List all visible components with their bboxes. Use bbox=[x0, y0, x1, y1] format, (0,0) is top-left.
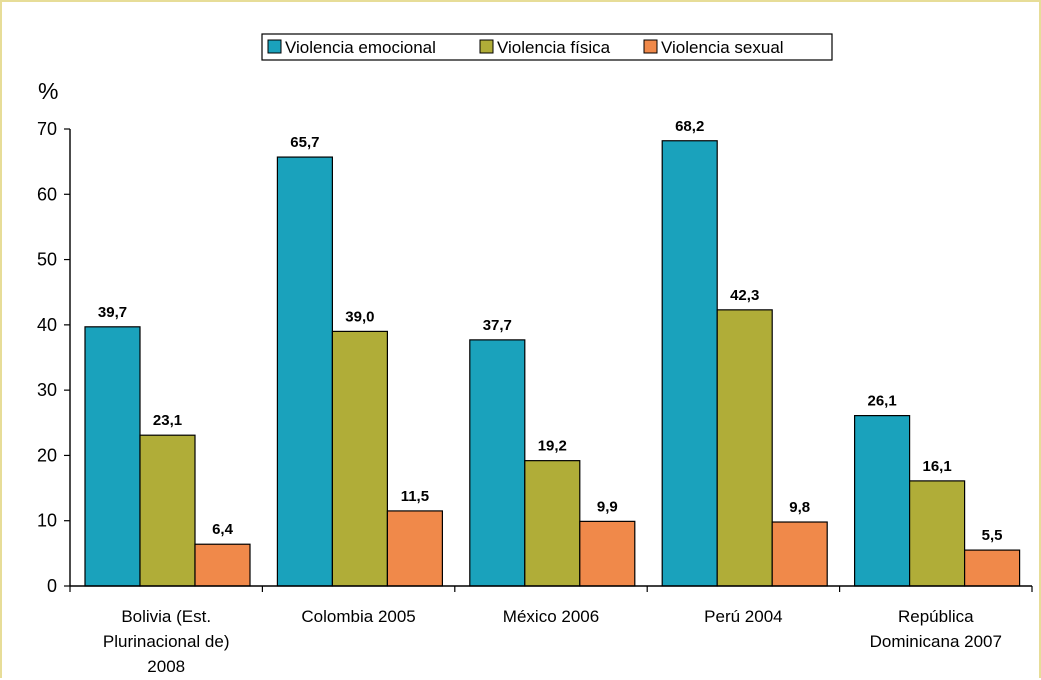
x-category-label: México 2006 bbox=[503, 607, 599, 626]
bar-violencia-sexual bbox=[963, 549, 1021, 587]
bar-violencia-fisica bbox=[331, 330, 388, 587]
legend-item-violencia-sexual: Violencia sexual bbox=[643, 38, 784, 57]
y-tick-label: 20 bbox=[37, 445, 57, 465]
y-axis-unit-label: % bbox=[38, 78, 58, 104]
bars bbox=[84, 140, 1021, 587]
legend-item-violencia-fisica: Violencia física bbox=[479, 38, 611, 57]
x-axis: Bolivia (Est. Plurinacional de) 2008 Colomb… bbox=[69, 585, 1033, 676]
data-label: 9,9 bbox=[597, 498, 618, 515]
legend-box bbox=[261, 33, 833, 61]
bar-violencia-fisica bbox=[908, 480, 966, 587]
data-label: 6,4 bbox=[212, 521, 234, 538]
data-label: 26,1 bbox=[867, 393, 896, 410]
data-label: 5,5 bbox=[982, 527, 1003, 544]
y-tick-label: 40 bbox=[37, 315, 57, 335]
bar-violencia-emocional bbox=[84, 326, 141, 587]
data-labels: 39,7 65,7 37,7 68,2 26,1 23,1 39,0 19,2 42,3 16,1… bbox=[98, 118, 1003, 544]
legend-swatch bbox=[267, 39, 282, 54]
y-tick-label: 70 bbox=[37, 119, 57, 139]
data-label: 39,0 bbox=[345, 308, 374, 325]
y-axis: 0 10 20 30 40 50 60 70 bbox=[37, 119, 71, 596]
legend-swatch bbox=[643, 39, 658, 54]
x-category-label: República Dominicana 2007 bbox=[870, 607, 1002, 651]
bar-violencia-sexual bbox=[386, 510, 443, 587]
legend: Violencia emocional Violencia física Viole… bbox=[261, 33, 833, 61]
data-label: 19,2 bbox=[538, 438, 567, 455]
bar-violencia-sexual bbox=[194, 543, 251, 587]
bar-violencia-emocional bbox=[853, 415, 911, 587]
bar-violencia-fisica bbox=[139, 434, 196, 587]
bar-violencia-emocional bbox=[661, 140, 718, 587]
bar-violencia-sexual bbox=[579, 520, 636, 587]
x-category-label: Bolivia (Est. Plurinacional de) 2008 bbox=[103, 607, 230, 676]
data-label: 16,1 bbox=[922, 458, 951, 475]
bar-violencia-emocional bbox=[469, 339, 526, 587]
data-label: 9,8 bbox=[789, 499, 810, 516]
legend-item-violencia-emocional: Violencia emocional bbox=[267, 38, 436, 57]
bar-violencia-fisica bbox=[716, 309, 773, 587]
bar-violencia-emocional bbox=[276, 156, 333, 587]
legend-swatch bbox=[479, 39, 494, 54]
data-label: 39,7 bbox=[98, 304, 127, 321]
y-tick-label: 0 bbox=[47, 576, 57, 596]
bar-violencia-sexual bbox=[771, 521, 828, 587]
x-category-label: Colombia 2005 bbox=[301, 607, 415, 626]
y-tick-label: 30 bbox=[37, 380, 57, 400]
data-label: 68,2 bbox=[675, 118, 704, 135]
legend-label: Violencia sexual bbox=[661, 38, 784, 57]
data-label: 23,1 bbox=[153, 412, 182, 429]
data-label: 11,5 bbox=[401, 488, 429, 505]
y-tick-label: 60 bbox=[37, 184, 57, 204]
y-tick-label: 50 bbox=[37, 250, 57, 270]
legend-label: Violencia física bbox=[497, 38, 611, 57]
data-label: 65,7 bbox=[290, 134, 319, 151]
data-label: 37,7 bbox=[483, 317, 512, 334]
bar-violencia-fisica bbox=[524, 460, 581, 587]
legend-label: Violencia emocional bbox=[285, 38, 436, 57]
x-category-label: Perú 2004 bbox=[704, 607, 782, 626]
data-label: 42,3 bbox=[730, 287, 759, 304]
y-tick-label: 10 bbox=[37, 511, 57, 531]
